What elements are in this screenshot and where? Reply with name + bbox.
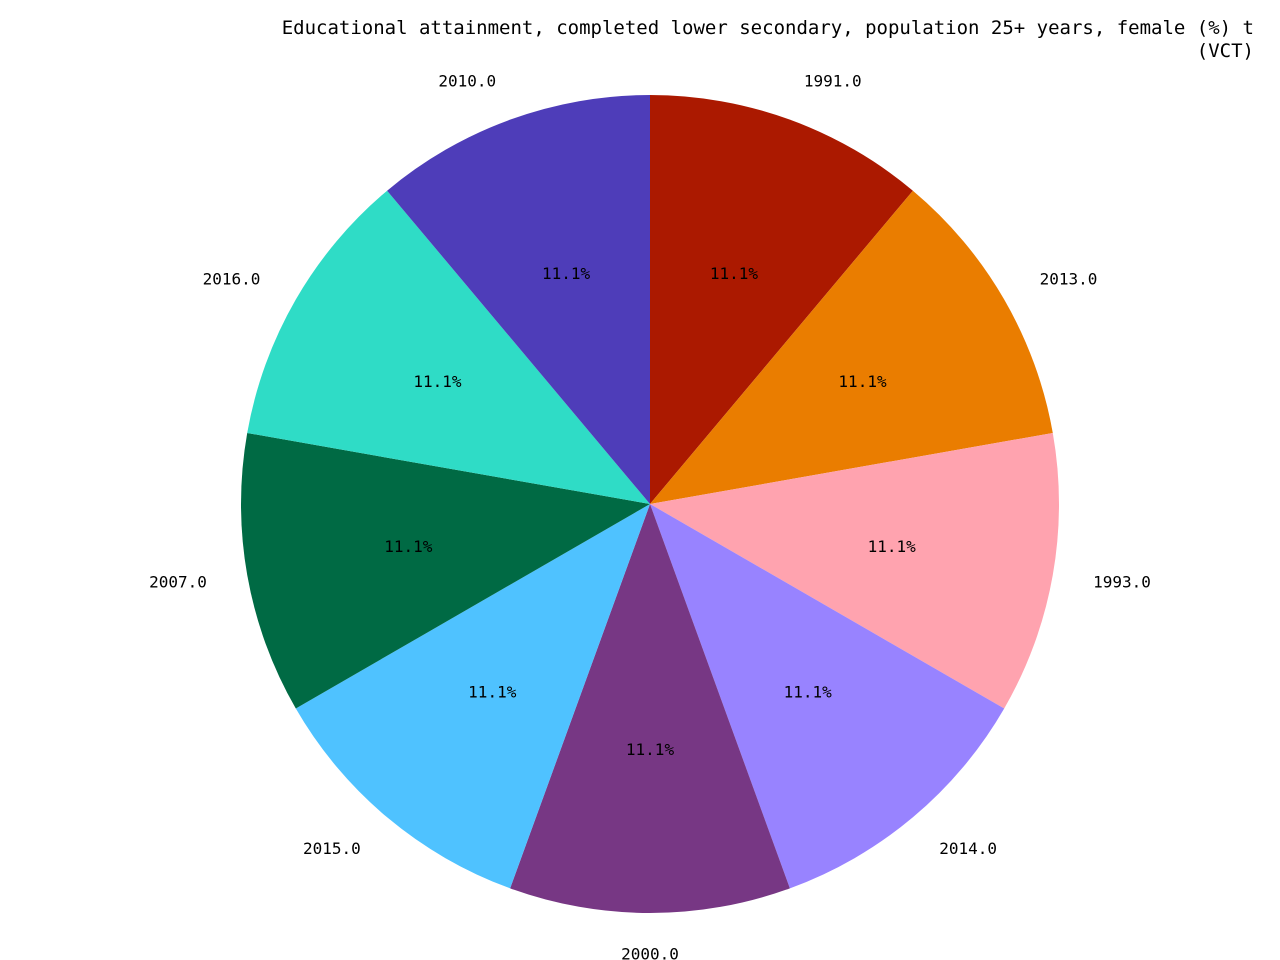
pie-slice-2015-0 — [295, 504, 650, 889]
pie-slice-1993-0 — [650, 432, 1060, 709]
chart-title: Educational attainment, completed lower … — [54, 17, 1254, 63]
slice-label-2015-0: 2015.0 — [303, 839, 361, 858]
slice-label-2000-0: 2000.0 — [621, 944, 679, 960]
slice-percent-2014-0: 11.1% — [784, 682, 833, 701]
pie-slice-2016-0 — [247, 190, 650, 504]
pie-slice-2007-0 — [240, 432, 650, 709]
slice-percent-2000-0: 11.1% — [626, 740, 675, 759]
slice-percent-2010-0: 11.1% — [542, 264, 591, 283]
pie-slice-2010-0 — [387, 95, 650, 504]
pie-slice-2013-0 — [650, 190, 1053, 504]
slice-label-1993-0: 1993.0 — [1093, 573, 1151, 592]
pie-slice-2014-0 — [650, 504, 1005, 889]
slice-label-2007-0: 2007.0 — [149, 573, 207, 592]
slice-percent-1993-0: 11.1% — [868, 537, 917, 556]
slice-percent-2016-0: 11.1% — [413, 372, 462, 391]
slice-label-2013-0: 2013.0 — [1040, 270, 1098, 289]
slice-percent-2013-0: 11.1% — [838, 372, 887, 391]
slice-label-2016-0: 2016.0 — [203, 270, 261, 289]
chart-title-line-2: (VCT) — [1196, 40, 1254, 62]
pie-slices — [240, 95, 1060, 913]
slice-percent-1991-0: 11.1% — [710, 264, 759, 283]
pie-labels: 1991.0 11.1% 2013.0 11.1% 1993.0 11.1% 2014.0 1… — [149, 72, 1151, 960]
slice-label-2014-0: 2014.0 — [939, 839, 997, 858]
pie-slice-1991-0 — [650, 95, 913, 504]
slice-label-2010-0: 2010.0 — [438, 72, 496, 91]
pie-slice-2000-0 — [510, 504, 790, 913]
slice-percent-2007-0: 11.1% — [384, 537, 433, 556]
slice-label-1991-0: 1991.0 — [804, 72, 862, 91]
slice-percent-2015-0: 11.1% — [468, 682, 517, 701]
chart-title-line-1: Educational attainment, completed lower … — [281, 17, 1254, 39]
